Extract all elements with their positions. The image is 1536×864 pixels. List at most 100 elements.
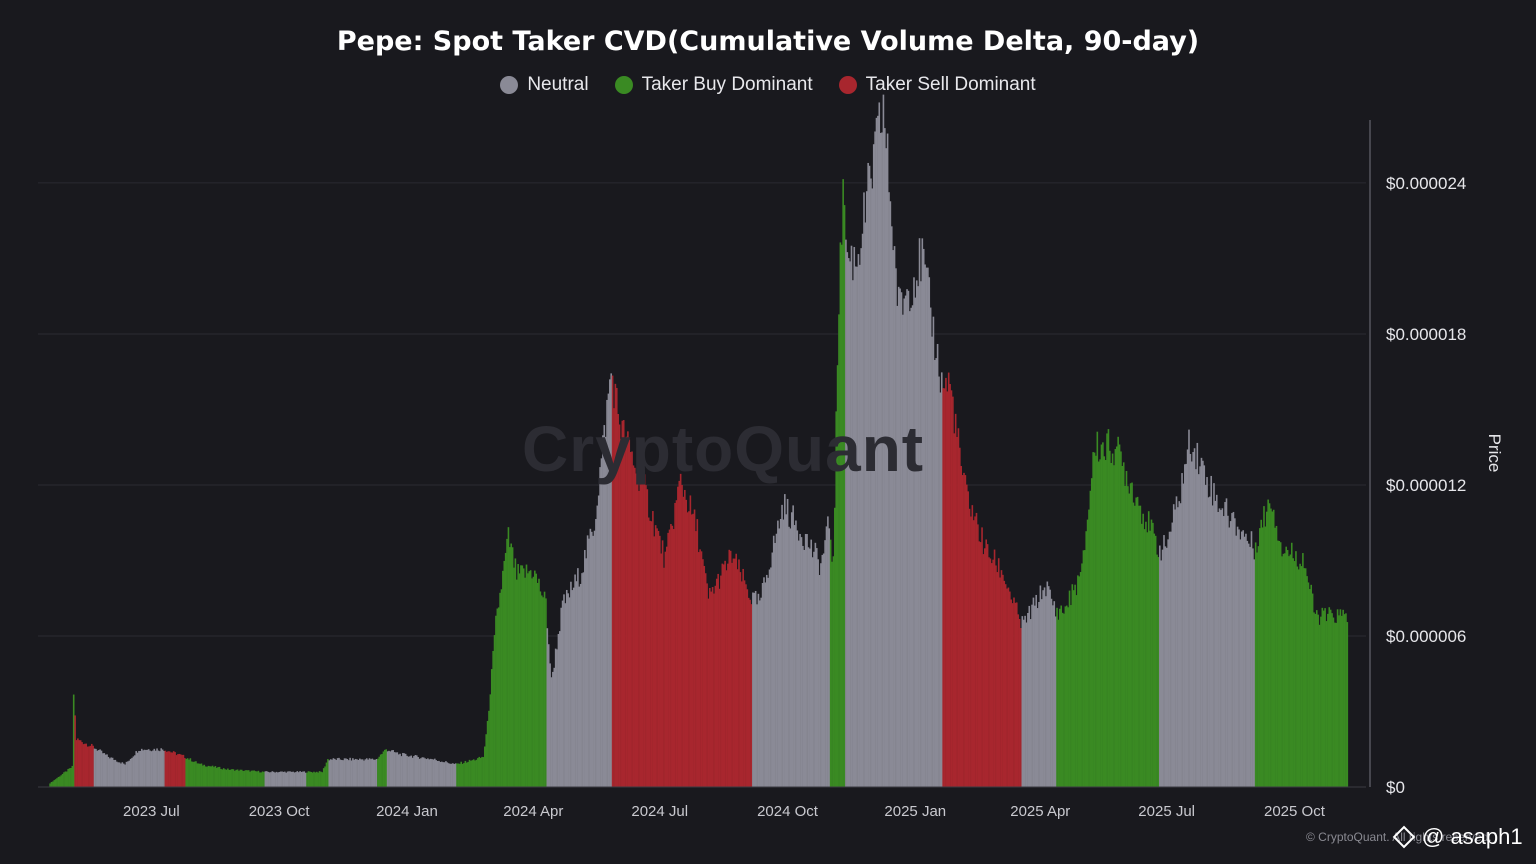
bar-2025-08-05 xyxy=(1214,500,1217,787)
bar-2024-10-20 xyxy=(813,551,815,787)
bar-2024-12-01 xyxy=(871,188,874,787)
bar-2025-10-07 xyxy=(1302,553,1304,787)
bar-2025-06-03 xyxy=(1127,486,1129,787)
bar-2023-06-10 xyxy=(121,762,124,787)
bar-2023-06-11 xyxy=(122,763,125,787)
bar-2024-07-26 xyxy=(693,509,696,787)
bar-2023-08-23 xyxy=(224,769,226,787)
x-tick-label: 2024 Oct xyxy=(757,803,819,820)
bar-2024-11-17 xyxy=(852,280,854,787)
bar-2025-07-09 xyxy=(1177,507,1179,787)
bar-2023-08-21 xyxy=(221,769,224,787)
bar-2025-10-02 xyxy=(1295,551,1297,787)
bar-2024-02-18 xyxy=(472,759,475,787)
bar-2025-02-09 xyxy=(968,508,971,787)
bar-2025-06-15 xyxy=(1143,529,1146,787)
bar-2025-04-14 xyxy=(1057,619,1060,787)
bar-2023-09-19 xyxy=(261,771,264,787)
bar-2024-03-03 xyxy=(492,650,494,787)
bar-2024-07-30 xyxy=(699,549,701,787)
bar-2023-11-28 xyxy=(359,758,361,787)
bar-2024-01-01 xyxy=(406,755,408,787)
bar-2023-06-26 xyxy=(143,749,146,787)
bar-2025-06-30 xyxy=(1164,546,1167,787)
bar-2024-03-06 xyxy=(496,608,499,787)
bar-2025-08-22 xyxy=(1238,529,1240,787)
bar-2023-11-12 xyxy=(336,758,339,787)
bar-2024-04-12 xyxy=(547,644,550,787)
bar-2024-05-01 xyxy=(574,574,576,787)
bar-2024-12-06 xyxy=(878,102,881,788)
bar-2024-01-27 xyxy=(442,762,444,787)
bar-2025-06-21 xyxy=(1152,522,1154,787)
legend-item-buy[interactable]: Taker Buy Dominant xyxy=(614,74,813,96)
bar-2023-06-08 xyxy=(118,762,121,787)
bar-2023-12-13 xyxy=(379,754,382,787)
bar-2024-02-29 xyxy=(488,710,490,787)
bar-2024-11-22 xyxy=(859,264,861,788)
bar-2025-03-07 xyxy=(1004,584,1007,787)
bar-2025-10-10 xyxy=(1306,576,1308,787)
bar-2023-05-15 xyxy=(85,743,88,787)
bar-2025-06-08 xyxy=(1134,505,1136,787)
bar-2024-02-04 xyxy=(453,763,456,787)
bar-2023-10-11 xyxy=(292,771,294,787)
bar-2024-08-21 xyxy=(729,550,732,787)
bar-2024-08-19 xyxy=(727,563,729,787)
bar-2024-03-07 xyxy=(497,607,500,787)
bar-2025-03-02 xyxy=(997,558,1000,787)
bar-2025-07-13 xyxy=(1182,483,1185,787)
bar-2023-07-31 xyxy=(192,761,194,787)
bar-2025-08-17 xyxy=(1231,513,1233,787)
bar-2025-01-29 xyxy=(953,433,956,787)
bar-2024-01-22 xyxy=(435,760,438,787)
bar-2025-01-04 xyxy=(918,238,921,788)
bar-2024-07-11 xyxy=(672,529,675,787)
bar-2023-11-14 xyxy=(339,759,342,787)
bar-2023-07-27 xyxy=(186,758,189,787)
bar-2024-10-02 xyxy=(788,526,790,787)
bar-2025-04-30 xyxy=(1079,572,1082,787)
bar-2024-07-18 xyxy=(682,496,685,787)
bar-2024-03-16 xyxy=(510,543,513,787)
x-tick-label: 2024 Jan xyxy=(376,803,438,820)
bar-2024-09-19 xyxy=(770,567,772,787)
bar-2025-02-05 xyxy=(963,472,965,787)
bar-2024-09-04 xyxy=(749,599,751,787)
bar-2024-11-15 xyxy=(849,261,851,788)
bar-2023-09-26 xyxy=(271,771,274,787)
bar-2023-06-25 xyxy=(142,750,144,787)
bar-2025-10-12 xyxy=(1309,589,1311,787)
bar-2023-07-25 xyxy=(184,757,186,787)
bar-2025-05-24 xyxy=(1113,465,1115,787)
bar-2025-08-18 xyxy=(1232,511,1235,787)
bar-2025-10-04 xyxy=(1297,569,1300,787)
bar-2024-12-12 xyxy=(886,133,889,787)
bar-2024-02-15 xyxy=(468,759,471,787)
bar-2023-05-09 xyxy=(77,738,79,787)
bar-2025-09-05 xyxy=(1257,546,1260,787)
bar-2025-07-10 xyxy=(1178,501,1181,787)
bar-2024-11-19 xyxy=(854,266,857,787)
legend-sell-label: Taker Sell Dominant xyxy=(865,74,1036,95)
bar-2023-05-26 xyxy=(100,750,103,787)
legend-item-neutral[interactable]: Neutral xyxy=(500,74,589,96)
bar-2025-04-16 xyxy=(1060,605,1063,787)
bar-2024-05-11 xyxy=(588,538,590,787)
bar-2024-05-09 xyxy=(585,558,588,787)
bar-2023-07-05 xyxy=(156,748,158,787)
bar-2023-04-26 xyxy=(59,776,61,787)
bar-2025-01-18 xyxy=(938,376,940,787)
bar-2024-05-02 xyxy=(575,581,578,787)
bar-2025-05-05 xyxy=(1086,519,1089,787)
bar-2024-10-24 xyxy=(818,575,821,787)
bar-2023-09-28 xyxy=(274,772,276,787)
bar-2023-07-09 xyxy=(161,749,164,787)
bar-2025-01-19 xyxy=(939,392,942,787)
legend-item-sell[interactable]: Taker Sell Dominant xyxy=(838,74,1036,96)
bar-2025-05-06 xyxy=(1088,509,1090,787)
bar-2023-09-30 xyxy=(277,772,279,787)
bar-2024-09-02 xyxy=(746,589,749,787)
bar-2024-03-10 xyxy=(502,570,504,787)
bar-2023-09-23 xyxy=(267,771,269,787)
